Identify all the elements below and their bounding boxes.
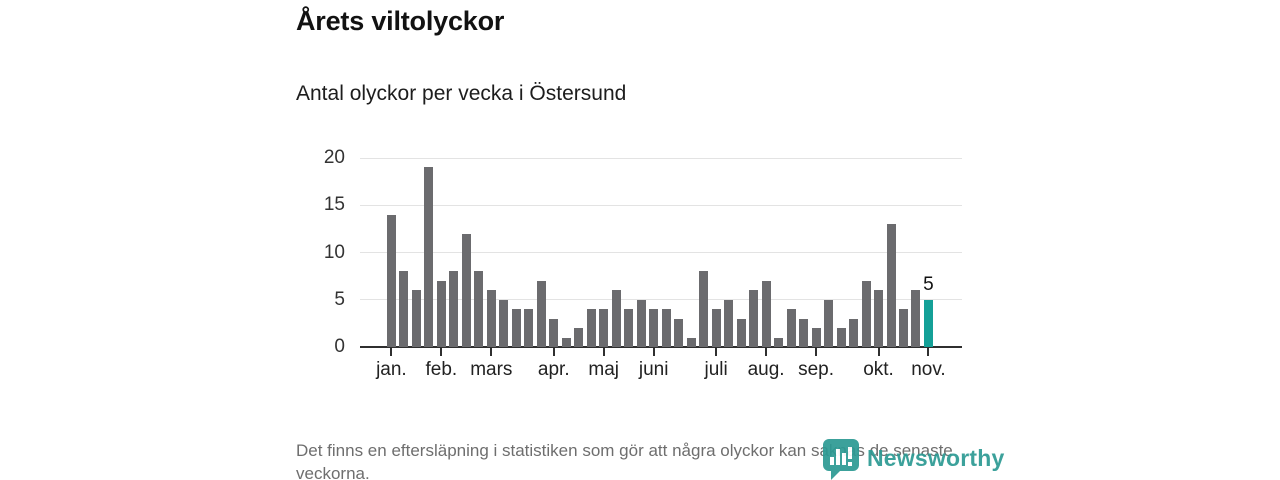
brand-name: Newsworthy	[867, 445, 1005, 471]
x-tick-label-mars: mars	[470, 359, 513, 380]
footnote: Det finns en eftersläpning i statistiken…	[296, 441, 953, 480]
x-tick-label-aug: aug.	[747, 359, 785, 380]
x-tick-label-apr: apr.	[537, 359, 570, 380]
x-axis-tick	[440, 348, 443, 356]
newsworthy-marker-icon	[823, 439, 859, 480]
x-axis-tick	[815, 348, 818, 356]
bar-week-19	[611, 290, 621, 347]
bar-week-32	[774, 337, 784, 347]
y-tick-label: 10	[323, 241, 345, 263]
bar-week-2	[399, 271, 409, 347]
x-axis-tick	[490, 348, 493, 356]
bar-week-13	[536, 280, 546, 347]
bar-week-24	[674, 318, 684, 347]
bar-week-30	[749, 290, 759, 347]
chart-subtitle: Antal olyckor per vecka i Östersund	[296, 82, 627, 105]
bar-week-1	[386, 214, 396, 347]
bar-week-9	[486, 290, 496, 347]
bar-week-25	[686, 337, 696, 347]
bar-week-4	[424, 167, 434, 347]
x-axis-tick	[390, 348, 393, 356]
bar-week-7	[461, 233, 471, 347]
x-axis-tick	[927, 348, 930, 356]
bar-week-14	[549, 318, 559, 347]
x-axis-tick	[652, 348, 655, 356]
bar-week-39	[861, 280, 871, 347]
x-tick-label-feb: feb.	[425, 359, 458, 380]
bar-week-22	[649, 309, 659, 347]
gridline	[360, 299, 962, 301]
bar-week-33	[786, 309, 796, 347]
bar-week-27	[711, 309, 721, 347]
bar-week-37	[836, 328, 846, 347]
bar-week-12	[524, 309, 534, 347]
bar-week-15	[561, 337, 571, 347]
x-axis-line	[360, 346, 962, 348]
x-axis-tick	[602, 348, 605, 356]
x-tick-label-okt: okt.	[863, 359, 894, 380]
x-axis-tick	[552, 348, 555, 356]
gridline	[360, 252, 962, 253]
bar-week-43	[911, 290, 921, 347]
bar-week-42	[898, 309, 908, 347]
bar-week-35	[811, 328, 821, 347]
bar-week-44	[923, 299, 933, 347]
bar-week-28	[724, 299, 734, 347]
x-tick-label-jan: jan.	[376, 359, 407, 380]
y-tick-label: 0	[334, 336, 345, 357]
bar-week-20	[624, 309, 634, 347]
bar-week-11	[511, 309, 521, 347]
x-axis-tick	[765, 348, 768, 356]
page-title: Årets viltolyckor	[296, 6, 505, 36]
bar-week-40	[874, 290, 883, 347]
bar-week-26	[699, 271, 709, 347]
x-tick-label-maj: maj	[588, 359, 620, 380]
bar-week-29	[736, 318, 746, 347]
bar-week-21	[636, 299, 646, 347]
bar-week-18	[599, 309, 609, 347]
bar-week-34	[799, 318, 809, 347]
x-axis-tick	[877, 348, 880, 356]
x-tick-label-juni: juni	[638, 359, 669, 380]
last-value-label: 5	[923, 273, 934, 295]
x-tick-label-sep: sep.	[798, 359, 834, 380]
y-tick-label: 5	[334, 288, 345, 310]
gridline	[360, 204, 962, 206]
bar-week-38	[849, 318, 859, 347]
bar-week-10	[499, 299, 509, 347]
newsworthy-logo: Newsworthy	[822, 438, 1004, 480]
x-tick-label-juli: juli	[704, 359, 728, 380]
bar-week-3	[411, 290, 421, 347]
bar-week-36	[824, 299, 834, 347]
x-axis-tick	[715, 348, 718, 356]
y-tick-label: 15	[323, 194, 345, 216]
bar-week-41	[886, 224, 896, 347]
y-tick-label: 20	[323, 147, 345, 168]
bar-week-17	[586, 309, 596, 347]
bar-week-23	[661, 309, 671, 347]
gridline	[360, 157, 962, 159]
bar-week-16	[574, 328, 584, 347]
bar-week-8	[474, 271, 484, 347]
bar-week-5	[436, 280, 446, 347]
plot-area: 5	[360, 157, 962, 356]
x-tick-label-nov: nov.	[911, 359, 946, 380]
bar-week-31	[761, 280, 771, 347]
bar-week-6	[449, 271, 459, 347]
